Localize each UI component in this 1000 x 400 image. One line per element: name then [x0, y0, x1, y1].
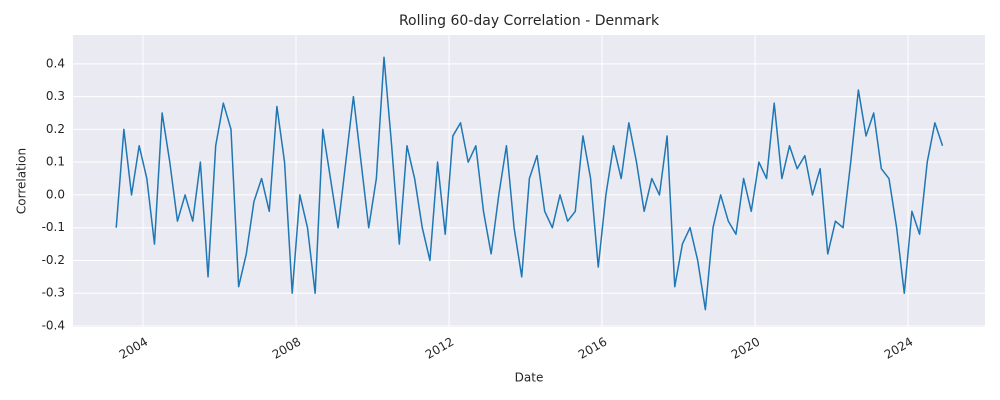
y-axis-label: Correlation [15, 148, 29, 214]
y-tick-label: 0.2 [46, 122, 65, 136]
x-tick-label: 2012 [423, 335, 456, 362]
marks [115, 56, 944, 311]
y-tick-label: -0.2 [42, 253, 65, 267]
x-tick-label: 2016 [576, 335, 609, 362]
y-tick-label: 0.0 [46, 187, 65, 201]
y-tick-label: 0.1 [46, 155, 65, 169]
y-tick-label: -0.1 [42, 220, 65, 234]
x-tick-label: 2008 [270, 335, 303, 362]
x-tick-label: 2020 [729, 335, 762, 362]
x-tick-label: 2004 [117, 335, 150, 362]
x-tick-label: 2024 [882, 335, 915, 362]
grid [73, 35, 985, 327]
y-tick-label: -0.4 [42, 319, 65, 333]
data-line [115, 56, 944, 311]
y-tick-label: -0.3 [42, 286, 65, 300]
x-axis-label: Date [515, 371, 544, 385]
y-tick-label: 0.4 [46, 56, 65, 70]
y-tick-label: 0.3 [46, 89, 65, 103]
chart-title: Rolling 60-day Correlation - Denmark [399, 13, 660, 29]
